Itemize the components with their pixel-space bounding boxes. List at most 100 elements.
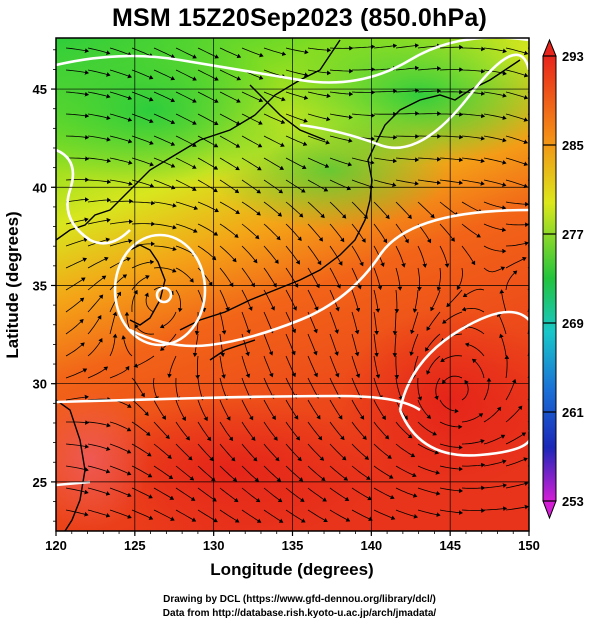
streamline-arrow xyxy=(351,311,360,335)
streamline-arrow xyxy=(285,223,302,242)
streamline-arrow xyxy=(87,256,109,269)
streamline-arrow xyxy=(436,267,442,291)
y-axis: 25 30 35 40 45 xyxy=(33,49,56,522)
streamline-arrow xyxy=(131,221,156,227)
streamline-arrow xyxy=(66,156,90,161)
streamline-arrow xyxy=(329,245,343,266)
streamline-arrow xyxy=(131,69,154,80)
streamline-arrow xyxy=(285,377,297,399)
streamline-arrow xyxy=(461,135,485,141)
streamline-arrow xyxy=(426,355,441,375)
streamline-arrow xyxy=(65,134,90,140)
streamline-arrow xyxy=(153,223,177,230)
streamline-arrow xyxy=(307,465,326,482)
streamline-arrow xyxy=(351,113,376,118)
streamline-arrow xyxy=(87,113,111,121)
streamline-arrow xyxy=(241,377,252,400)
streamline-arrow xyxy=(197,157,219,170)
streamline-arrow xyxy=(263,201,282,217)
streamlines xyxy=(65,43,529,523)
streamline-arrow xyxy=(87,396,112,402)
streamline-arrow xyxy=(285,201,304,218)
streamline-arrow xyxy=(197,69,219,81)
streamline-arrow xyxy=(373,311,379,335)
streamline-arrow xyxy=(263,113,286,125)
streamline-arrow xyxy=(219,355,226,379)
streamline-arrow xyxy=(439,67,464,72)
streamline-arrow xyxy=(263,355,274,378)
streamline-arrow xyxy=(307,355,318,378)
streamline-arrow xyxy=(219,443,236,462)
streamline-arrow xyxy=(462,46,486,52)
streamline-arrow xyxy=(461,157,485,164)
streamline-arrow xyxy=(87,197,112,203)
streamline-arrow xyxy=(241,421,256,441)
streamline-arrow xyxy=(175,289,183,313)
streamline-arrow xyxy=(352,67,376,72)
streamline-arrow xyxy=(175,201,199,211)
streamline-arrow xyxy=(65,342,85,357)
streamline-arrow xyxy=(373,88,398,94)
streamline-arrow xyxy=(439,487,463,494)
streamline-arrow xyxy=(373,201,390,220)
streamline-arrow xyxy=(109,113,133,122)
streamline-arrow xyxy=(109,333,118,357)
streamline-arrow xyxy=(285,443,302,462)
streamline-arrow xyxy=(65,487,89,495)
streamline-arrow xyxy=(395,134,420,139)
streamline-arrow xyxy=(505,47,529,56)
streamline-arrow xyxy=(263,509,284,523)
streamline-arrow xyxy=(153,113,176,125)
streamline-arrow xyxy=(442,375,463,384)
streamline-arrow xyxy=(109,465,132,476)
streamline-arrow xyxy=(439,399,459,414)
streamline-arrow xyxy=(395,157,420,163)
streamline-arrow xyxy=(241,399,254,421)
y-tick-label: 40 xyxy=(33,180,47,195)
streamline-arrow xyxy=(439,443,463,450)
streamline-arrow xyxy=(505,270,518,291)
streamline-arrow xyxy=(197,201,219,213)
streamline-arrow xyxy=(439,201,459,217)
streamline-arrow xyxy=(285,333,296,356)
streamline-arrow xyxy=(197,113,219,126)
streamline-arrow xyxy=(153,465,174,480)
streamline-arrow xyxy=(87,179,112,185)
x-tick-label: 130 xyxy=(203,538,225,553)
streamline-arrow xyxy=(285,113,308,123)
streamline-arrow xyxy=(307,267,320,289)
streamline-arrow xyxy=(329,443,347,461)
streamline-arrow xyxy=(134,324,155,335)
streamline-arrow xyxy=(439,179,463,185)
streamline-arrow xyxy=(329,267,341,289)
colorbar-tick-label: 285 xyxy=(562,138,584,153)
streamline-arrow xyxy=(505,113,529,122)
streamline-arrow xyxy=(461,462,486,468)
streamline-arrow xyxy=(109,274,128,291)
streamline-arrow xyxy=(241,245,258,264)
streamline-arrow xyxy=(175,421,190,441)
streamline-arrow xyxy=(373,465,394,479)
streamline-arrow xyxy=(329,113,353,120)
streamline-arrow xyxy=(462,288,485,298)
streamline-arrow xyxy=(87,69,111,77)
streamline-arrow xyxy=(219,245,237,263)
streamline-arrow xyxy=(87,366,109,379)
streamline-arrow xyxy=(263,179,284,194)
streamline-arrow xyxy=(285,355,296,378)
streamline-arrow xyxy=(483,483,507,489)
streamline-arrow xyxy=(373,223,388,244)
streamline-arrow xyxy=(307,135,330,145)
streamline-arrow xyxy=(505,378,517,401)
streamline-arrow xyxy=(65,91,89,97)
streamline-arrow xyxy=(285,179,306,193)
streamline-arrow xyxy=(241,289,253,311)
streamline-arrow xyxy=(373,399,386,420)
streamline-arrow xyxy=(373,157,397,164)
streamline-arrow xyxy=(109,487,132,498)
streamline-arrow xyxy=(285,509,306,523)
streamline-arrow xyxy=(175,509,197,522)
streamline-arrow xyxy=(285,157,307,170)
streamline-arrow xyxy=(65,394,89,401)
streamline-arrow xyxy=(285,487,305,502)
